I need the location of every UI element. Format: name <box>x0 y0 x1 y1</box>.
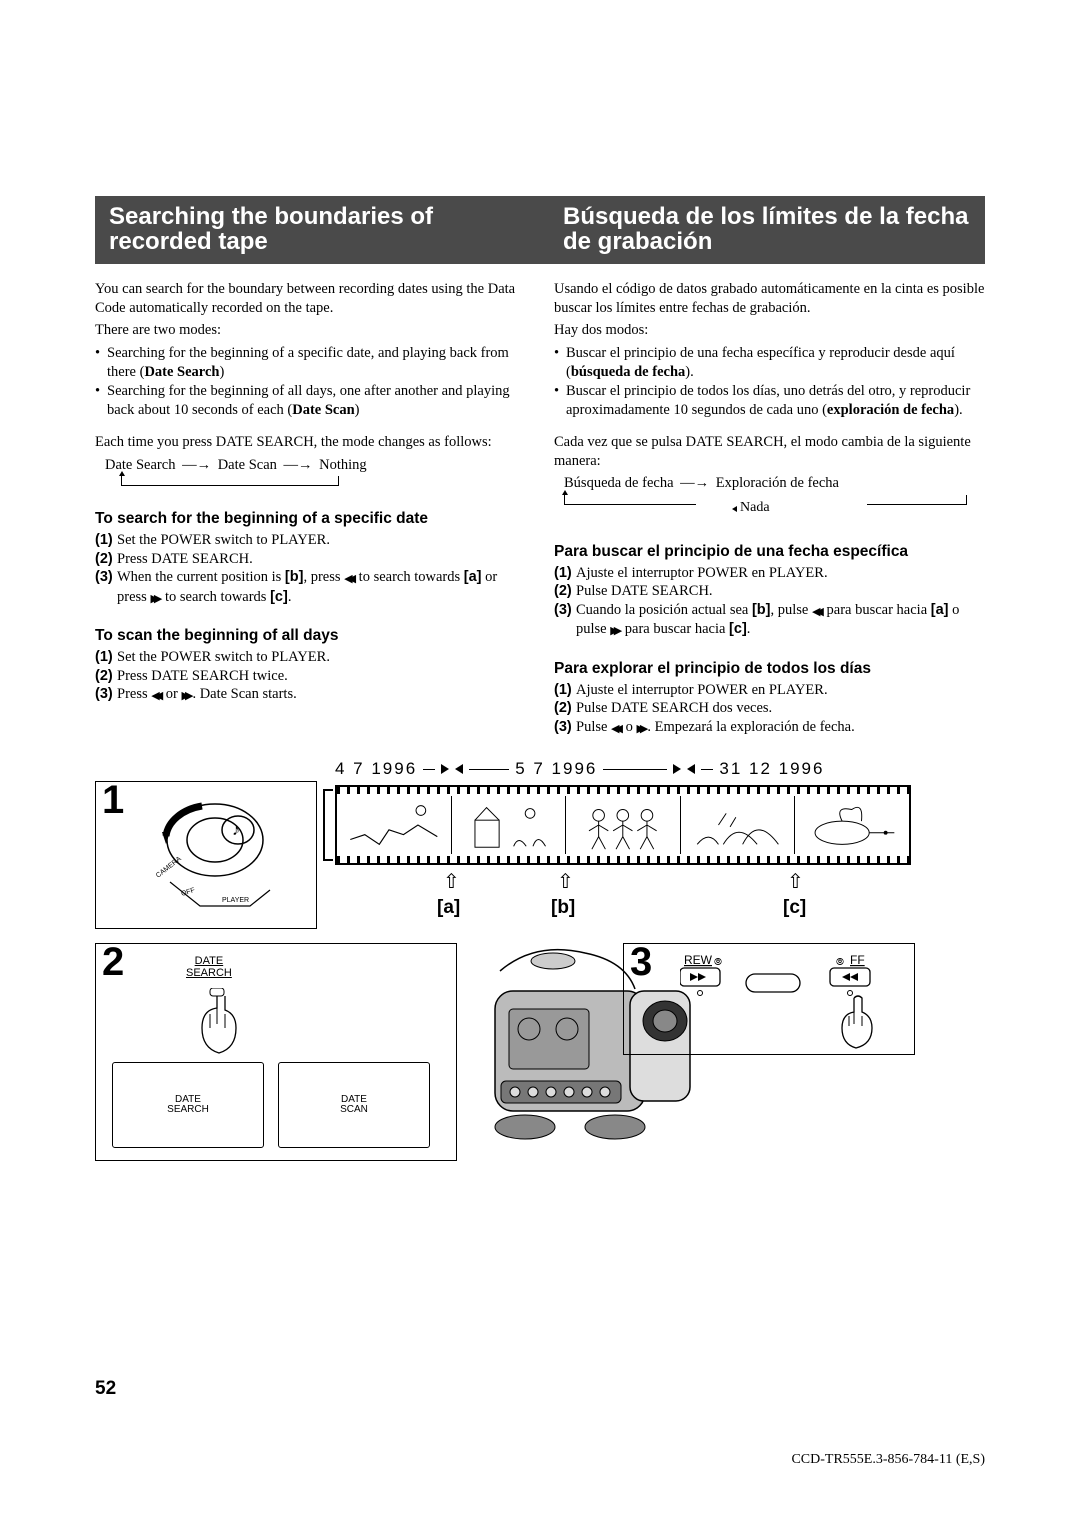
date-search-button-label: DATESEARCH <box>186 956 232 979</box>
step-es-2-2: (2) Pulse DATE SEARCH dos veces. <box>554 699 985 718</box>
flow-es: Búsqueda de fecha —→ Exploración de fech… <box>564 474 985 493</box>
header-right: Búsqueda de los límites de la fecha de g… <box>557 196 985 264</box>
scene-2 <box>452 796 567 854</box>
intro-en-2: There are two modes: <box>95 321 526 340</box>
svg-text:♪: ♪ <box>232 822 240 839</box>
ff-icon <box>636 719 647 738</box>
bracket-c: [c] <box>783 897 806 919</box>
bullet-es-2: Buscar el principio de todos los días, u… <box>554 382 985 419</box>
step-number-2: 2 <box>102 940 124 985</box>
steps-en-1: (1)Set the POWER switch to PLAYER. (2)Pr… <box>95 531 526 607</box>
steps-es-2: (1)Ajuste el interruptor POWER en PLAYER… <box>554 681 985 738</box>
step-es-1-1: (1)Ajuste el interruptor POWER en PLAYER… <box>554 564 985 583</box>
mode-es: Cada vez que se pulsa DATE SEARCH, el mo… <box>554 433 985 470</box>
bullet-en-1: Searching for the beginning of a specifi… <box>95 344 526 381</box>
page-number: 52 <box>95 1378 116 1400</box>
intro-es-2: Hay dos modos: <box>554 321 985 340</box>
ff-icon <box>610 621 621 640</box>
step-es-1-3: (3) Cuando la posición actual sea [b], p… <box>554 601 985 640</box>
scene-4 <box>681 796 796 854</box>
rew-icon <box>344 569 355 588</box>
display-screens: DATESEARCH DATESCAN <box>112 1062 430 1148</box>
subhead-en-1: To search for the beginning of a specifi… <box>95 510 526 528</box>
section-header: Searching the boundaries of recorded tap… <box>95 196 985 264</box>
rew-icon <box>151 686 162 705</box>
ff-icon <box>182 686 193 705</box>
mode-en: Each time you press DATE SEARCH, the mod… <box>95 433 526 452</box>
intro-es-1: Usando el código de datos grabado automá… <box>554 280 985 317</box>
step-number-3: 3 <box>630 940 652 985</box>
left-column: You can search for the boundary between … <box>95 280 526 737</box>
step-en-1-2: (2)Press DATE SEARCH. <box>95 550 526 569</box>
bullets-en: Searching for the beginning of a specifi… <box>95 344 526 419</box>
footer-code: CCD-TR555E.3-856-784-11 (E,S) <box>791 1452 985 1468</box>
step-number-1: 1 <box>102 778 124 823</box>
scene-1 <box>337 796 452 854</box>
flow-en: Date Search —→ Date Scan —→ Nothing <box>105 456 526 475</box>
subhead-en-2: To scan the beginning of all days <box>95 627 526 645</box>
svg-text:PLAYER: PLAYER <box>222 897 249 904</box>
flow-loop-es: Nada <box>564 497 985 523</box>
step-es-1-2: (2)Pulse DATE SEARCH. <box>554 582 985 601</box>
up-arrows: ⇧ ⇧ ⇧ <box>335 869 911 899</box>
bracket-a: [a] <box>437 897 460 919</box>
svg-text:⦾: ⦾ <box>836 957 844 968</box>
filmstrip <box>335 785 911 865</box>
scene-5 <box>795 796 909 854</box>
display-date-search: DATESEARCH <box>112 1062 264 1148</box>
steps-en-2: (1) Set the POWER switch to PLAYER. (2) … <box>95 648 526 705</box>
subhead-es-1: Para buscar el principio de una fecha es… <box>554 543 985 561</box>
diagram: 4 7 1996 5 7 1996 31 12 1996 <box>95 759 985 1239</box>
svg-text:CAMERA: CAMERA <box>155 856 183 880</box>
steps-es-1: (1)Ajuste el interruptor POWER en PLAYER… <box>554 564 985 640</box>
dates-row: 4 7 1996 5 7 1996 31 12 1996 <box>335 759 824 779</box>
bracket-b: [b] <box>551 897 575 919</box>
panel-1: 1 ♪ CAMERA OFF PLAYER <box>95 781 317 929</box>
step-en-1-3: (3) When the current position is [b], pr… <box>95 568 526 607</box>
rew-icon <box>812 602 823 621</box>
step-en-2-1: (1) Set the POWER switch to PLAYER. <box>95 648 526 667</box>
svg-text:⦾: ⦾ <box>714 957 722 968</box>
subhead-es-2: Para explorar el principio de todos los … <box>554 660 985 678</box>
step-en-2-2: (2) Press DATE SEARCH twice. <box>95 667 526 686</box>
step-en-1-1: (1)Set the POWER switch to PLAYER. <box>95 531 526 550</box>
panel-2: 2 DATESEARCH DATESEARCH DATESCAN <box>95 943 457 1161</box>
power-dial-icon: ♪ CAMERA OFF PLAYER <box>140 790 310 928</box>
svg-text:REW: REW <box>684 954 713 967</box>
step-es-2-3: (3) Pulse o . Empezará la exploración de… <box>554 718 985 738</box>
bullets-es: Buscar el principio de una fecha específ… <box>554 344 985 419</box>
hand-press-icon <box>832 994 880 1050</box>
panel-3: 3 REW ⦾ ⦾ FF <box>623 943 915 1055</box>
header-left: Searching the boundaries of recorded tap… <box>95 196 557 264</box>
right-column: Usando el código de datos grabado automá… <box>554 280 985 737</box>
bullet-es-1: Buscar el principio de una fecha específ… <box>554 344 985 381</box>
rew-icon <box>611 719 622 738</box>
scene-3 <box>566 796 681 854</box>
ff-icon <box>150 589 161 608</box>
hand-press-icon <box>192 988 246 1058</box>
step-en-2-3: (3) Press or . Date Scan starts. <box>95 685 526 705</box>
bullet-en-2: Searching for the beginning of all days,… <box>95 382 526 419</box>
display-date-scan: DATESCAN <box>278 1062 430 1148</box>
filmstrip-lead <box>323 789 333 861</box>
svg-text:FF: FF <box>850 954 865 967</box>
intro-en-1: You can search for the boundary between … <box>95 280 526 317</box>
step-es-2-1: (1)Ajuste el interruptor POWER en PLAYER… <box>554 681 985 700</box>
flow-loop-en <box>105 478 526 490</box>
